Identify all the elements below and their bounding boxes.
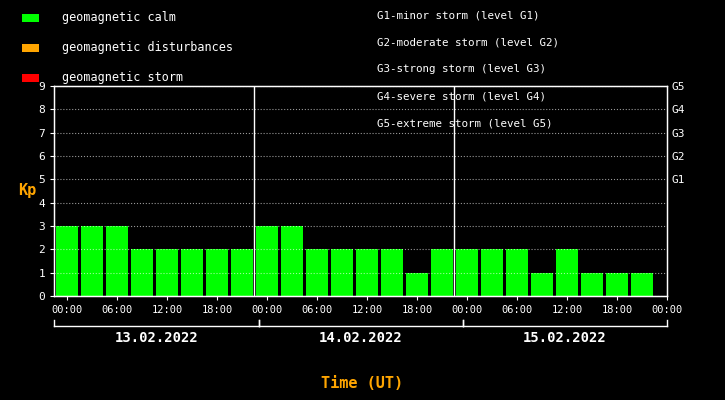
Text: 15.02.2022: 15.02.2022 [523,331,607,345]
Text: geomagnetic calm: geomagnetic calm [62,12,175,24]
Bar [531,273,552,296]
Bar [257,226,278,296]
Bar [107,226,128,296]
Bar [581,273,602,296]
Bar [506,249,528,296]
Text: G1-minor storm (level G1): G1-minor storm (level G1) [377,10,539,20]
Bar [306,249,328,296]
Text: G2-moderate storm (level G2): G2-moderate storm (level G2) [377,37,559,47]
Bar [181,249,202,296]
Bar [556,249,578,296]
Bar [481,249,502,296]
Bar [606,273,628,296]
Bar [356,249,378,296]
Y-axis label: Kp: Kp [18,184,36,198]
Bar [331,249,352,296]
Bar [406,273,428,296]
Bar [456,249,478,296]
Bar [631,273,652,296]
Text: 13.02.2022: 13.02.2022 [115,331,199,345]
Bar [81,226,102,296]
Bar [131,249,152,296]
Bar [431,249,452,296]
Text: G5-extreme storm (level G5): G5-extreme storm (level G5) [377,119,552,129]
Bar [231,249,252,296]
Bar [381,249,402,296]
Bar [207,249,228,296]
Bar [281,226,302,296]
Text: 14.02.2022: 14.02.2022 [319,331,402,345]
Text: geomagnetic disturbances: geomagnetic disturbances [62,42,233,54]
Text: Time (UT): Time (UT) [321,376,404,392]
Text: geomagnetic storm: geomagnetic storm [62,72,183,84]
Bar [57,226,78,296]
Bar [157,249,178,296]
Text: G3-strong storm (level G3): G3-strong storm (level G3) [377,64,546,74]
Text: G4-severe storm (level G4): G4-severe storm (level G4) [377,92,546,102]
